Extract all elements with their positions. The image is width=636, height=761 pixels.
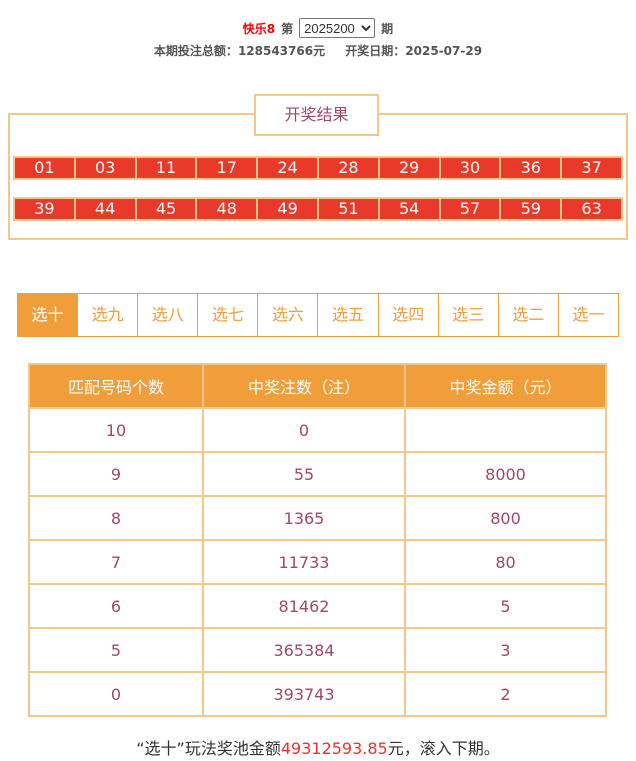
table-cell: 7 <box>28 539 204 585</box>
table-cell: 10 <box>28 407 204 453</box>
table-cell: 365384 <box>202 627 406 673</box>
table-cell: 393743 <box>202 671 406 717</box>
table-cell <box>404 407 607 453</box>
issue-header: 快乐8 第 2025200 期 <box>0 18 636 38</box>
table-cell: 6 <box>28 583 204 629</box>
ball-number: 49 <box>258 199 317 219</box>
tab-8[interactable]: 选二 <box>497 294 558 336</box>
tab-4[interactable]: 选六 <box>257 294 317 336</box>
ball-number: 57 <box>440 199 500 219</box>
ball-number: 59 <box>501 199 561 219</box>
table-row: 9 55 8000 <box>28 451 607 497</box>
ball-number: 48 <box>197 199 257 219</box>
tab-0[interactable]: 选十 <box>18 294 78 336</box>
pool-text-end: 元，滚入下期。 <box>387 739 500 758</box>
table-row: 0 393743 2 <box>28 671 607 717</box>
table-row: 8 1365 800 <box>28 495 607 541</box>
table-cell: 5 <box>404 583 607 629</box>
ball-number: 11 <box>136 158 196 178</box>
table-cell: 0 <box>202 407 406 453</box>
date-value: 2025-07-29 <box>405 44 483 58</box>
table-cell: 800 <box>404 495 607 541</box>
ball-number: 51 <box>318 199 378 219</box>
date-label: 开奖日期： <box>345 44 406 58</box>
ball-number: 54 <box>379 199 439 219</box>
table-cell: 55 <box>202 451 406 497</box>
ball-number: 39 <box>15 199 74 219</box>
balls-row-2: 39 44 45 48 49 51 54 57 59 63 <box>13 197 623 221</box>
ball-number: 45 <box>136 199 196 219</box>
tab-7[interactable]: 选三 <box>437 294 498 336</box>
tab-6[interactable]: 选四 <box>377 294 438 336</box>
prize-table: 匹配号码个数 中奖注数（注） 中奖金额（元） 10 0 9 55 8000 8 1365 80… <box>28 363 607 717</box>
result-title: 开奖结果 <box>254 94 379 136</box>
total-label: 本期投注总额： <box>153 44 238 58</box>
table-row: 10 0 <box>28 407 607 453</box>
table-cell: 0 <box>28 671 204 717</box>
pool-text: “选十”玩法奖池金额 <box>136 739 281 758</box>
table-cell: 80 <box>404 539 607 585</box>
issue-suffix: 期 <box>381 21 394 36</box>
ball-number: 29 <box>379 158 439 178</box>
tab-1[interactable]: 选九 <box>77 294 137 336</box>
balls-row-1: 01 03 11 17 24 28 29 30 36 37 <box>13 156 623 180</box>
ball-number: 30 <box>440 158 500 178</box>
ball-number: 63 <box>562 199 621 219</box>
issue-select[interactable]: 2025200 <box>299 18 376 38</box>
ball-number: 03 <box>75 158 135 178</box>
table-row: 6 81462 5 <box>28 583 607 629</box>
total-value: 128543766元 <box>237 44 326 58</box>
pool-amount: 49312593.85 <box>280 739 388 758</box>
table-cell: 3 <box>404 627 607 673</box>
tab-3[interactable]: 选七 <box>197 294 257 336</box>
table-cell: 8000 <box>404 451 607 497</box>
col-header: 中奖金额（元） <box>404 363 607 409</box>
ball-number: 24 <box>258 158 317 178</box>
table-cell: 9 <box>28 451 204 497</box>
col-header: 中奖注数（注） <box>202 363 406 409</box>
ball-number: 36 <box>501 158 561 178</box>
table-cell: 2 <box>404 671 607 717</box>
ball-number: 28 <box>318 158 378 178</box>
ball-number: 17 <box>197 158 257 178</box>
tab-5[interactable]: 选五 <box>317 294 377 336</box>
play-tabs: 选十 选九 选八 选七 选六 选五 选四 选三 选二 选一 <box>17 293 619 337</box>
brand: 快乐8 <box>242 21 276 36</box>
issue-prefix: 第 <box>281 21 294 36</box>
table-cell: 5 <box>28 627 204 673</box>
ball-number: 01 <box>15 158 74 178</box>
summary: 本期投注总额：128543766元 开奖日期：2025-07-29 <box>0 42 636 59</box>
ball-number: 37 <box>562 158 621 178</box>
ball-number: 44 <box>75 199 135 219</box>
table-row: 5 365384 3 <box>28 627 607 673</box>
tab-2[interactable]: 选八 <box>137 294 197 336</box>
tab-9[interactable]: 选一 <box>557 294 618 336</box>
table-cell: 81462 <box>202 583 406 629</box>
table-cell: 11733 <box>202 539 406 585</box>
table-cell: 8 <box>28 495 204 541</box>
pool-note: “选十”玩法奖池金额49312593.85元，滚入下期。 <box>0 735 636 759</box>
table-row: 7 11733 80 <box>28 539 607 585</box>
table-cell: 1365 <box>202 495 406 541</box>
col-header: 匹配号码个数 <box>28 363 204 409</box>
